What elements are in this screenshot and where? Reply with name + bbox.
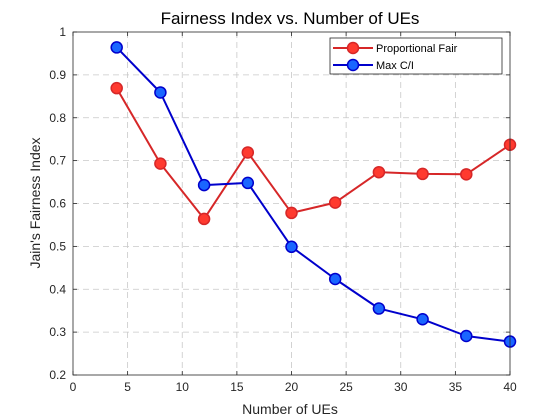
data-point <box>241 146 255 159</box>
x-tick-label: 35 <box>449 380 463 394</box>
data-point <box>460 168 473 181</box>
series-line-proportional-fair <box>115 87 511 220</box>
data-point <box>154 157 167 170</box>
y-tick-label: 0.3 <box>49 325 66 339</box>
data-point <box>197 212 211 226</box>
legend-label-max-ci: Max C/I <box>376 60 414 72</box>
data-point <box>110 41 123 54</box>
series-layer <box>110 41 517 348</box>
y-axis: 0.2 0.3 0.4 0.5 0.6 0.7 0.8 0.9 1 <box>49 25 510 382</box>
data-point <box>372 165 386 179</box>
data-point <box>328 196 342 209</box>
y-tick-label: 0.8 <box>49 111 66 125</box>
y-tick-label: 0.5 <box>49 239 66 253</box>
data-point <box>110 81 123 95</box>
x-tick-label: 10 <box>176 380 190 394</box>
series-max-c-i <box>110 41 517 348</box>
x-tick-label: 30 <box>394 380 408 394</box>
data-point <box>416 167 429 181</box>
data-point <box>197 178 211 192</box>
data-point <box>328 272 342 286</box>
series-proportional-fair <box>110 81 517 226</box>
data-point <box>285 206 298 220</box>
y-tick-label: 0.4 <box>49 282 66 296</box>
data-point <box>416 313 429 326</box>
x-tick-label: 40 <box>503 380 517 394</box>
chart-title: Fairness Index vs. Number of UEs <box>161 9 420 28</box>
grid <box>73 32 510 375</box>
x-tick-label: 5 <box>124 380 131 394</box>
x-tick-label: 0 <box>70 380 77 394</box>
x-axis: 0 5 10 15 20 25 30 35 40 <box>70 32 517 394</box>
y-tick-label: 0.9 <box>49 68 66 82</box>
data-point <box>241 176 255 190</box>
data-point <box>372 302 386 315</box>
legend-box <box>329 37 503 75</box>
series-line-max-c-i <box>115 46 511 343</box>
x-axis-label: Number of UEs <box>242 401 338 417</box>
data-point <box>285 240 298 254</box>
x-tick-label: 25 <box>339 380 353 394</box>
x-tick-label: 15 <box>230 380 244 394</box>
y-tick-label: 0.7 <box>49 154 66 168</box>
y-tick-label: 0.6 <box>49 197 66 211</box>
data-point <box>460 329 473 343</box>
x-tick-label: 20 <box>285 380 299 394</box>
legend: Proportional Fair Max C/I <box>329 37 503 75</box>
legend-marker-max-ci <box>346 58 360 72</box>
y-tick-label: 1 <box>59 25 66 39</box>
data-point <box>154 86 167 99</box>
y-tick-label: 0.2 <box>49 368 66 382</box>
y-axis-label: Jain's Fairness Index <box>27 137 43 268</box>
legend-label-proportional-fair: Proportional Fair <box>376 43 458 55</box>
legend-marker-proportional-fair <box>346 41 360 55</box>
